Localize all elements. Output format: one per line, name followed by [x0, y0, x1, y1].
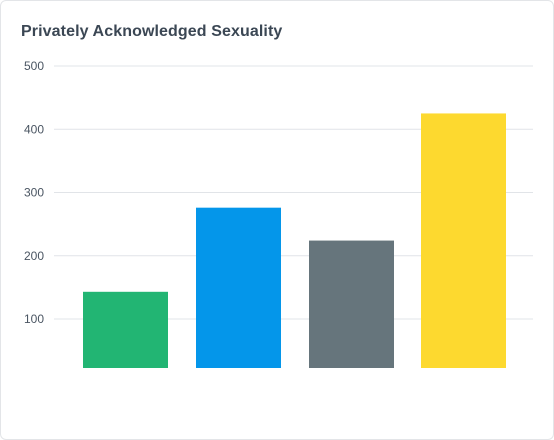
y-tick-label: 200	[24, 249, 44, 263]
bar-1[interactable]	[83, 291, 168, 368]
bar-2[interactable]	[196, 207, 281, 368]
y-tick-label: 100	[24, 312, 44, 326]
y-tick-label: 300	[24, 186, 44, 200]
bar-4[interactable]	[421, 113, 506, 368]
y-tick-label: 500	[24, 59, 44, 73]
y-tick-label: 400	[24, 122, 44, 136]
chart-title: Privately Acknowledged Sexuality	[21, 23, 283, 40]
bar-3[interactable]	[309, 240, 394, 368]
